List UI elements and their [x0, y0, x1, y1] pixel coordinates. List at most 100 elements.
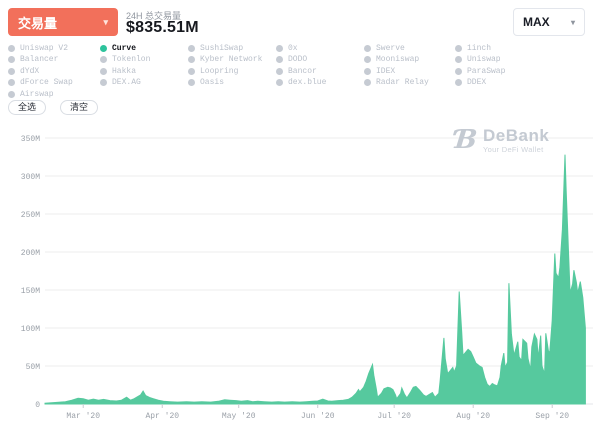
- legend-item-curve[interactable]: Curve: [100, 43, 136, 53]
- debank-logo-icon: Ɓ: [453, 125, 479, 155]
- unselected-dot-icon: [8, 79, 15, 86]
- unselected-dot-icon: [100, 56, 107, 63]
- legend-item-tokenlon[interactable]: Tokenlon: [100, 55, 150, 65]
- unselected-dot-icon: [455, 56, 462, 63]
- unselected-dot-icon: [100, 67, 107, 75]
- unselected-dot-icon: [188, 79, 195, 86]
- chevron-down-icon: ▾: [570, 17, 575, 27]
- legend-item-label: Hakka: [112, 66, 137, 76]
- y-axis-label-250M: 250M: [21, 211, 40, 220]
- debank-logo-text: DeBank: [482, 126, 550, 145]
- x-axis-label: Sep '20: [535, 412, 569, 421]
- legend-item-label: Oasis: [200, 78, 225, 87]
- unselected-dot-icon: [8, 56, 15, 63]
- legend-item-ddex[interactable]: DDEX: [455, 78, 486, 88]
- select-all-button[interactable]: 全选: [8, 100, 47, 115]
- unselected-dot-icon: [276, 44, 283, 52]
- legend-item-1inch[interactable]: 1inch: [455, 43, 491, 53]
- unselected-dot-icon: [276, 67, 283, 75]
- legend-item-label: IDEX: [376, 66, 396, 76]
- debank-watermark: Ɓ DeBank Your DeFi Wallet: [453, 125, 550, 155]
- legend-item-paraswap[interactable]: ParaSwap: [455, 66, 505, 76]
- 24h-volume-value: $835.51M: [126, 19, 199, 36]
- legend-item-radar-relay[interactable]: Radar Relay: [364, 78, 429, 88]
- legend-item-dforce-swap[interactable]: dForce Swap: [8, 78, 73, 88]
- unselected-dot-icon: [364, 56, 371, 63]
- legend-item-dodo[interactable]: DODO: [276, 55, 307, 65]
- unselected-dot-icon: [364, 67, 371, 75]
- unselected-dot-icon: [455, 79, 462, 86]
- y-axis-label-350M: 350M: [21, 135, 40, 144]
- selected-dot-icon: [100, 44, 107, 52]
- legend-item-label: Airswap: [20, 89, 54, 99]
- unselected-dot-icon: [364, 44, 371, 52]
- legend-item-uniswap-v2[interactable]: Uniswap V2: [8, 43, 68, 53]
- legend-item-label: Radar Relay: [376, 78, 429, 87]
- time-range-label: MAX: [523, 15, 550, 29]
- legend-item-label: Uniswap: [467, 55, 501, 64]
- 24h-volume-label: 24H 总交易量: [126, 11, 182, 21]
- unselected-dot-icon: [8, 90, 15, 98]
- legend-item-label: Bancor: [288, 66, 317, 76]
- legend-item-hakka[interactable]: Hakka: [100, 66, 136, 76]
- legend-item-label: ParaSwap: [467, 66, 506, 76]
- y-axis-label-0: 0: [35, 401, 40, 410]
- legend-item-idex[interactable]: IDEX: [364, 66, 395, 76]
- legend-item-sushiswap[interactable]: SushiSwap: [188, 43, 243, 53]
- legend-item-label: DEX.AG: [112, 78, 141, 87]
- x-axis-label: Jun '20: [301, 412, 335, 421]
- legend-item-label: Tokenlon: [112, 55, 151, 64]
- legend-item-loopring[interactable]: Loopring: [188, 66, 238, 76]
- legend-item-label: DDEX: [467, 78, 487, 87]
- x-axis-label: Mar '20: [66, 412, 100, 421]
- unselected-dot-icon: [188, 67, 195, 75]
- y-axis-label-200M: 200M: [21, 249, 40, 258]
- legend-item-label: Kyber Network: [200, 55, 263, 64]
- y-axis-label-300M: 300M: [21, 173, 40, 182]
- legend-item-label: Balancer: [20, 55, 59, 64]
- legend-item-swerve[interactable]: Swerve: [364, 43, 405, 53]
- legend-item-label: Curve: [112, 43, 137, 53]
- legend-item-0x[interactable]: 0x: [276, 43, 298, 53]
- metric-dropdown-label: 交易量: [18, 15, 58, 31]
- legend-item-uniswap[interactable]: Uniswap: [455, 55, 501, 65]
- legend-item-dex-ag[interactable]: DEX.AG: [100, 78, 141, 88]
- y-axis-label-150M: 150M: [21, 287, 40, 296]
- unselected-dot-icon: [188, 56, 195, 63]
- chevron-down-icon: ▾: [103, 16, 108, 27]
- curve-volume-area-series: [44, 154, 586, 405]
- legend-item-airswap[interactable]: Airswap: [8, 89, 54, 99]
- unselected-dot-icon: [8, 44, 15, 52]
- legend-item-mooniswap[interactable]: Mooniswap: [364, 55, 419, 65]
- legend-item-label: Mooniswap: [376, 55, 420, 64]
- legend-item-label: dYdX: [20, 66, 40, 76]
- unselected-dot-icon: [100, 79, 107, 86]
- x-axis-label: Jul '20: [377, 412, 411, 421]
- legend-item-oasis[interactable]: Oasis: [188, 78, 224, 88]
- x-axis-label: May '20: [222, 412, 256, 421]
- clear-button[interactable]: 清空: [60, 100, 99, 115]
- unselected-dot-icon: [455, 44, 462, 52]
- legend-item-label: 0x: [288, 43, 298, 53]
- debank-tagline: Your DeFi Wallet: [482, 145, 544, 154]
- unselected-dot-icon: [276, 79, 283, 86]
- x-axis-label: Apr '20: [145, 412, 179, 421]
- legend-item-label: dex.blue: [288, 78, 327, 87]
- legend-item-kyber-network[interactable]: Kyber Network: [188, 55, 262, 65]
- unselected-dot-icon: [188, 44, 195, 52]
- y-axis-label-50M: 50M: [26, 363, 41, 372]
- metric-dropdown[interactable]: 交易量 ▾: [8, 8, 118, 36]
- unselected-dot-icon: [276, 56, 283, 63]
- legend-item-bancor[interactable]: Bancor: [276, 66, 317, 76]
- unselected-dot-icon: [364, 79, 371, 86]
- unselected-dot-icon: [8, 67, 15, 75]
- legend-item-label: SushiSwap: [200, 43, 244, 53]
- legend-item-label: Swerve: [376, 43, 405, 53]
- legend-item-dydx[interactable]: dYdX: [8, 66, 39, 76]
- time-range-dropdown[interactable]: MAX ▾: [513, 8, 585, 36]
- legend-item-balancer[interactable]: Balancer: [8, 55, 58, 65]
- legend-item-dex-blue[interactable]: dex.blue: [276, 78, 326, 88]
- unselected-dot-icon: [455, 67, 462, 75]
